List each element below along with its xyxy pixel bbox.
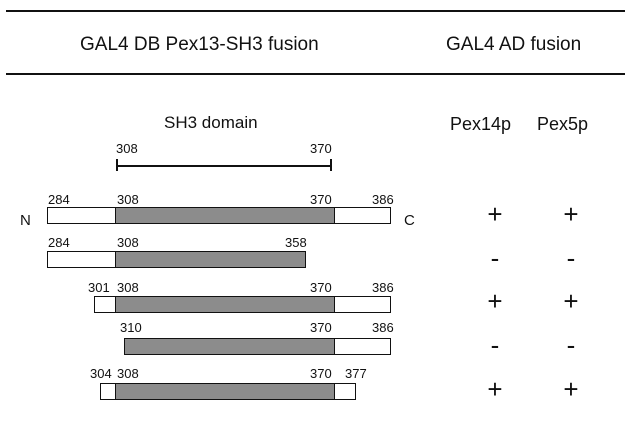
construct-5-label-308: 308 [117,366,139,381]
construct-3-pex14p-result: + [487,286,503,316]
construct-2-label-284: 284 [48,235,70,250]
ad-fusion-header: GAL4 AD fusion [446,34,582,55]
construct-4-label-386: 386 [372,320,394,335]
construct-5-pex14p-result: + [487,374,503,404]
construct-2-pex14p-result: - [490,243,500,273]
c-terminus-label: C [404,212,415,229]
construct-5-label-304: 304 [90,366,112,381]
construct-3-label-301: 301 [88,280,110,295]
construct-3-sh3-segment [115,296,336,313]
construct-4-pex5p-result: - [566,330,576,360]
construct-3-n-flank [94,296,117,313]
sh3-domain-label: SH3 domain [164,113,258,132]
construct-3-label-370: 370 [310,280,332,295]
construct-5-pex5p-result: + [563,374,579,404]
db-fusion-header: GAL4 DB Pex13-SH3 fusion [80,34,319,55]
construct-4-c-flank [334,338,391,355]
construct-5-sh3-segment [115,383,336,400]
construct-3-label-386: 386 [372,280,394,295]
scale-start-label: 308 [116,141,138,156]
construct-3-label-308: 308 [117,280,139,295]
construct-2-pex5p-result: - [566,243,576,273]
scale-end-label: 370 [310,141,332,156]
n-terminus-label: N [20,212,31,229]
construct-1-c-flank [334,207,391,224]
sh3-domain-scale-line [117,165,331,167]
construct-4-label-370: 370 [310,320,332,335]
construct-1-label-308: 308 [117,192,139,207]
construct-1-pex5p-result: + [563,199,579,229]
construct-4-label-310: 310 [120,320,142,335]
construct-1-label-386: 386 [372,192,394,207]
scale-start-tick [116,159,118,171]
top-rule [6,10,625,12]
column-pex5p: Pex5p [537,114,589,134]
construct-4-pex14p-result: - [490,330,500,360]
construct-3-c-flank [334,296,391,313]
construct-1-pex14p-result: + [487,199,503,229]
construct-3-pex5p-result: + [563,286,579,316]
construct-5-label-370: 370 [310,366,332,381]
construct-2-label-308: 308 [117,235,139,250]
construct-4-sh3-segment [124,338,336,355]
construct-2-n-flank [47,251,117,268]
construct-1-n-flank [47,207,117,224]
construct-2-label-358: 358 [285,235,307,250]
construct-2-sh3-segment [115,251,306,268]
construct-1-label-284: 284 [48,192,70,207]
header-divider [6,73,625,75]
construct-5-label-377: 377 [345,366,367,381]
scale-end-tick [330,159,332,171]
construct-1-sh3-segment [115,207,336,224]
construct-1-label-370: 370 [310,192,332,207]
construct-5-c-flank [334,383,356,400]
column-pex14p: Pex14p [450,114,512,134]
